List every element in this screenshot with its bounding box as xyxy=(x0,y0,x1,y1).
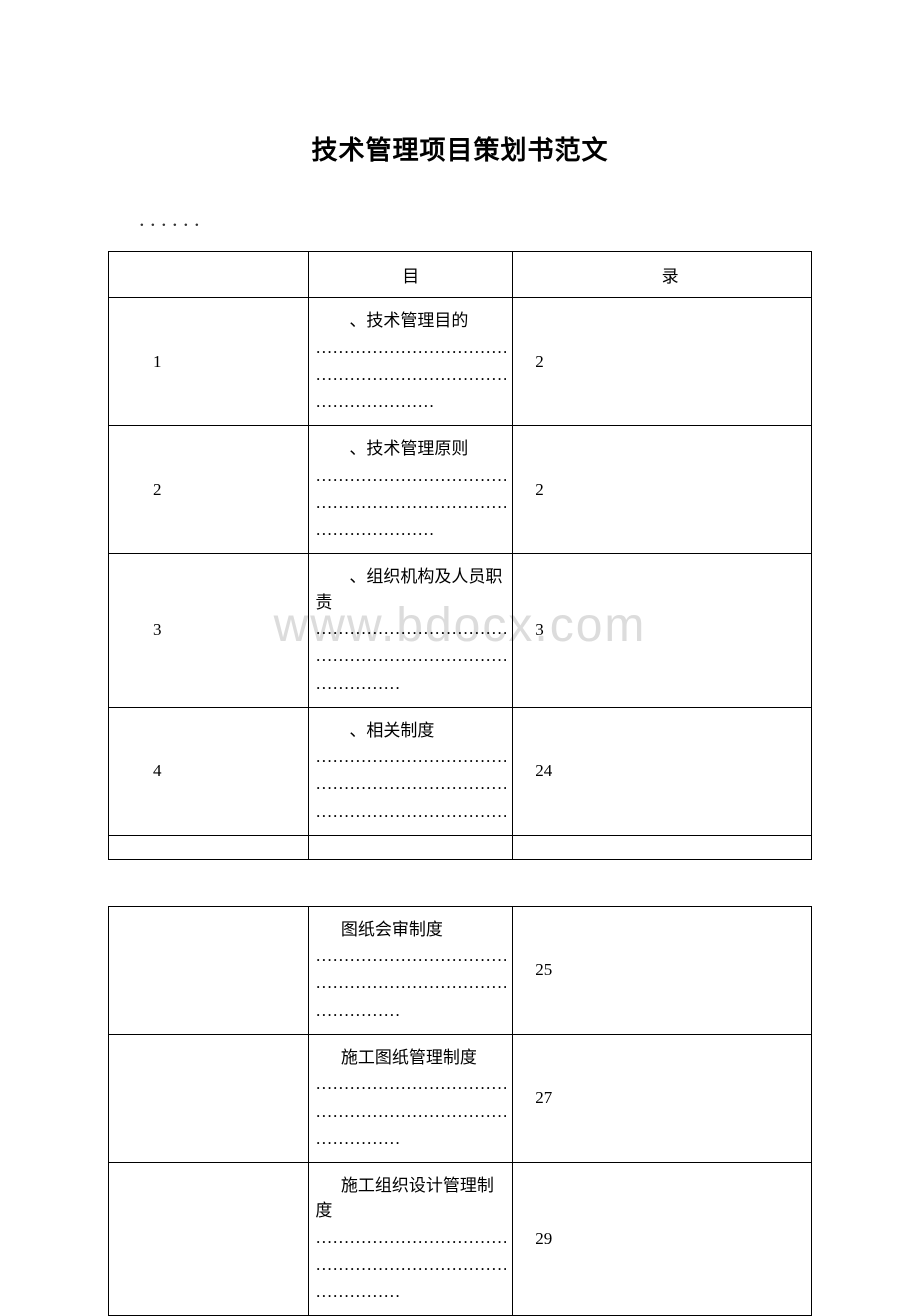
dots-line: ………………………………… xyxy=(315,942,506,969)
dots-line: ………………………………… xyxy=(315,462,506,489)
header-col2: 目 xyxy=(309,252,513,298)
dots-line: ………………………………… xyxy=(315,798,506,825)
dots-line: …………… xyxy=(315,1278,506,1305)
table-empty-row xyxy=(109,835,812,859)
row-num: 4 xyxy=(109,707,309,835)
section-label: 施工图纸管理制度 xyxy=(315,1045,506,1071)
table-row: 施工图纸管理制度 ………………………………… ………………………………… ………… xyxy=(109,1034,812,1162)
dots-line: ………………………………… xyxy=(315,1224,506,1251)
empty-cell xyxy=(309,835,513,859)
dots-line: ………………………………… xyxy=(315,1098,506,1125)
row-num xyxy=(109,1034,309,1162)
section-label: 、相关制度 xyxy=(315,718,506,744)
table-gap xyxy=(108,860,812,906)
row-label: 、技术管理原则 ………………………………… ………………………………… …………… xyxy=(309,426,513,554)
row-page: 27 xyxy=(513,1034,812,1162)
dots-line: …………… xyxy=(315,1125,506,1152)
row-num xyxy=(109,906,309,1034)
dots-line: …………… xyxy=(315,670,506,697)
dots-line: ………………………………… xyxy=(315,489,506,516)
section-label: 施工组织设计管理制度 xyxy=(315,1173,506,1224)
empty-cell xyxy=(109,835,309,859)
table-row: 1 、技术管理目的 ………………………………… ………………………………… ……… xyxy=(109,298,812,426)
row-page: 29 xyxy=(513,1162,812,1316)
row-label: 、相关制度 ………………………………… ………………………………… ………………… xyxy=(309,707,513,835)
dots-line: ………………………………… xyxy=(315,334,506,361)
section-label: 、技术管理目的 xyxy=(315,308,506,334)
table-row: 2 、技术管理原则 ………………………………… ………………………………… ……… xyxy=(109,426,812,554)
row-label: 施工组织设计管理制度 ………………………………… ………………………………… …… xyxy=(309,1162,513,1316)
empty-cell xyxy=(513,835,812,859)
table-row: 施工组织设计管理制度 ………………………………… ………………………………… …… xyxy=(109,1162,812,1316)
table-header-row: 目 录 xyxy=(109,252,812,298)
row-label: 、组织机构及人员职责 ………………………………… ………………………………… …… xyxy=(309,554,513,708)
row-label: 图纸会审制度 ………………………………… ………………………………… …………… xyxy=(309,906,513,1034)
document-title: 技术管理项目策划书范文 xyxy=(108,130,812,167)
toc-table-1: 目 录 1 、技术管理目的 ………………………………… ………………………………… xyxy=(108,251,812,860)
section-label: 、组织机构及人员职责 xyxy=(315,564,506,615)
row-page: 3 xyxy=(513,554,812,708)
dots-line: ………………………………… xyxy=(315,642,506,669)
row-label: 施工图纸管理制度 ………………………………… ………………………………… ………… xyxy=(309,1034,513,1162)
table-row: 4 、相关制度 ………………………………… ………………………………… …………… xyxy=(109,707,812,835)
row-page: 2 xyxy=(513,298,812,426)
dots-line: ………………………………… xyxy=(315,615,506,642)
dots-line: ………………… xyxy=(315,388,506,415)
section-label: 、技术管理原则 xyxy=(315,436,506,462)
row-page: 24 xyxy=(513,707,812,835)
section-label: 图纸会审制度 xyxy=(315,917,506,943)
row-num xyxy=(109,1162,309,1316)
row-num: 1 xyxy=(109,298,309,426)
row-label: 、技术管理目的 ………………………………… ………………………………… …………… xyxy=(309,298,513,426)
row-page: 25 xyxy=(513,906,812,1034)
dots-line: ………………………………… xyxy=(315,743,506,770)
dots-line: …………… xyxy=(315,997,506,1024)
document-page: 技术管理项目策划书范文 ．．．．．． 目 录 1 、技术管理目的 …………………… xyxy=(0,0,920,1316)
dots-line: ………………………………… xyxy=(315,969,506,996)
dots-line: ………………………………… xyxy=(315,770,506,797)
toc-table-2: 图纸会审制度 ………………………………… ………………………………… ……………… xyxy=(108,906,812,1316)
dots-header: ．．．．．． xyxy=(138,207,812,231)
header-col1 xyxy=(109,252,309,298)
row-page: 2 xyxy=(513,426,812,554)
dots-line: ………………… xyxy=(315,516,506,543)
table-row: 3 、组织机构及人员职责 ………………………………… …………………………………… xyxy=(109,554,812,708)
dots-line: ………………………………… xyxy=(315,1070,506,1097)
dots-line: ………………………………… xyxy=(315,1251,506,1278)
row-num: 3 xyxy=(109,554,309,708)
row-num: 2 xyxy=(109,426,309,554)
table-row: 图纸会审制度 ………………………………… ………………………………… ……………… xyxy=(109,906,812,1034)
header-col3: 录 xyxy=(513,252,812,298)
dots-line: ………………………………… xyxy=(315,361,506,388)
